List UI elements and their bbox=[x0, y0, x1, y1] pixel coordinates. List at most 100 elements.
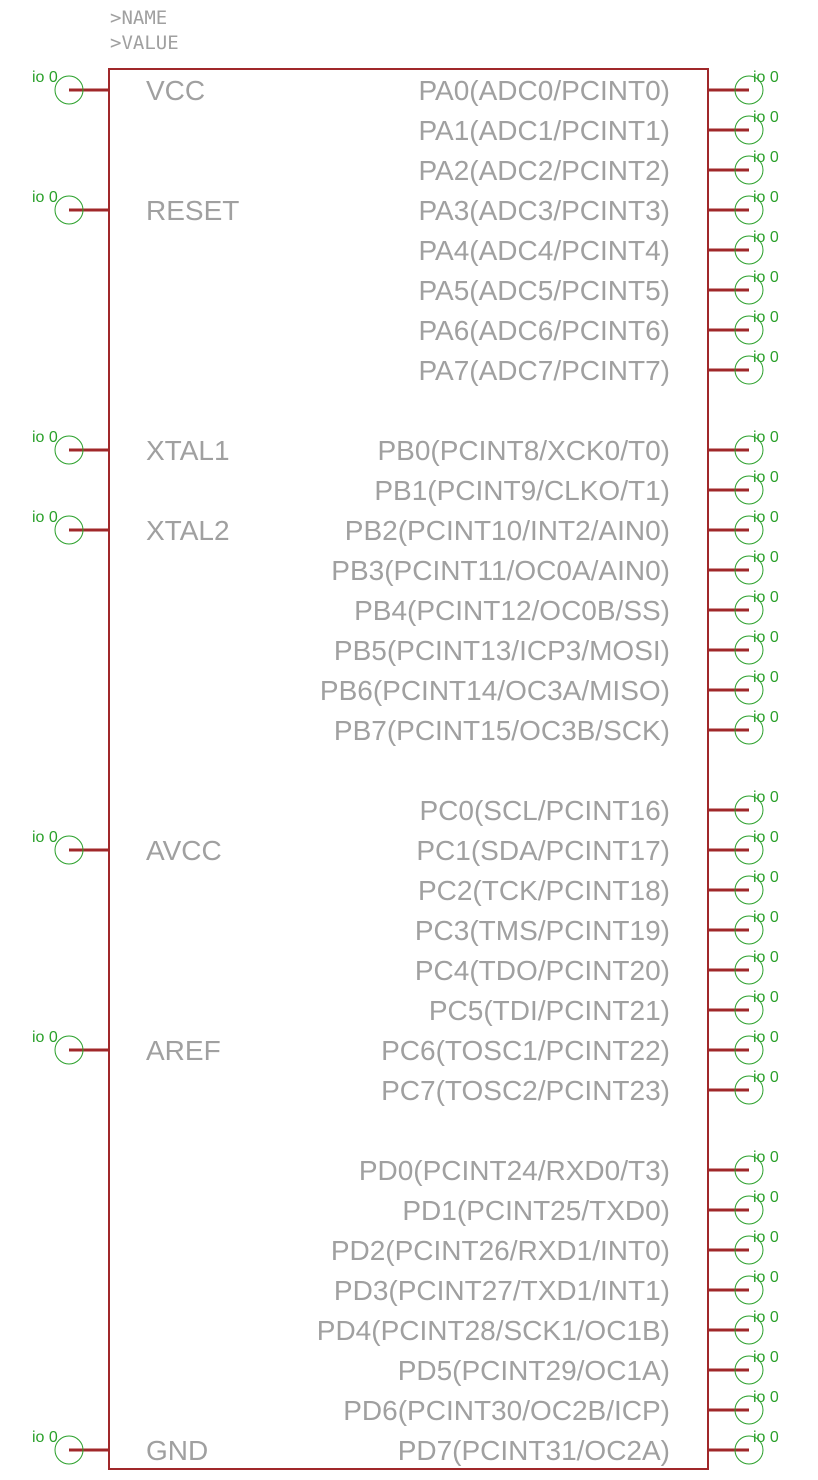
pin-io-marker: io 0 bbox=[753, 509, 779, 526]
pin-io-marker: io 0 bbox=[753, 229, 779, 246]
right-pin: io 0 PD6(PCINT30/OC2B/ICP) bbox=[343, 1389, 779, 1426]
connection-point-circle[interactable] bbox=[734, 355, 764, 385]
right-pin: io 0 PB6(PCINT14/OC3A/MISO) bbox=[320, 669, 779, 706]
pin-io-marker: io 0 bbox=[753, 629, 779, 646]
pin-io-marker: io 0 bbox=[753, 1029, 779, 1046]
pin-io-marker: io 0 bbox=[753, 1349, 779, 1366]
right-pin: io 0 PC5(TDI/PCINT21) bbox=[429, 989, 779, 1026]
pin-label: RESET bbox=[146, 195, 239, 226]
connection-point-circle[interactable] bbox=[734, 595, 764, 625]
pin-label: AVCC bbox=[146, 835, 222, 866]
pin-label: XTAL1 bbox=[146, 435, 230, 466]
pin-label: PB5(PCINT13/ICP3/MOSI) bbox=[334, 635, 670, 666]
pin-io-marker: io 0 bbox=[32, 189, 58, 206]
connection-point-circle[interactable] bbox=[54, 1435, 84, 1465]
right-pin: io 0 PC2(TCK/PCINT18) bbox=[418, 869, 779, 906]
connection-point-circle[interactable] bbox=[734, 1275, 764, 1305]
connection-point-circle[interactable] bbox=[734, 1235, 764, 1265]
connection-point-circle[interactable] bbox=[734, 1355, 764, 1385]
connection-point-circle[interactable] bbox=[734, 115, 764, 145]
connection-point-circle[interactable] bbox=[734, 1155, 764, 1185]
pin-label: XTAL2 bbox=[146, 515, 230, 546]
left-pin: io 0 XTAL2 bbox=[32, 509, 230, 546]
pin-label: VCC bbox=[146, 75, 205, 106]
connection-point-circle[interactable] bbox=[734, 1395, 764, 1425]
pin-label: GND bbox=[146, 1435, 208, 1466]
connection-point-circle[interactable] bbox=[734, 435, 764, 465]
pin-io-marker: io 0 bbox=[753, 789, 779, 806]
right-pin: io 0 PB4(PCINT12/OC0B/SS) bbox=[354, 589, 779, 626]
pin-label: PD0(PCINT24/RXD0/T3) bbox=[359, 1155, 670, 1186]
pin-label: PC5(TDI/PCINT21) bbox=[429, 995, 670, 1026]
pin-io-marker: io 0 bbox=[753, 1309, 779, 1326]
connection-point-circle[interactable] bbox=[734, 915, 764, 945]
connection-point-circle[interactable] bbox=[734, 475, 764, 505]
connection-point-circle[interactable] bbox=[54, 1035, 84, 1065]
connection-point-circle[interactable] bbox=[734, 1075, 764, 1105]
connection-point-circle[interactable] bbox=[54, 75, 84, 105]
left-pin: io 0 VCC bbox=[32, 69, 205, 106]
connection-point-circle[interactable] bbox=[734, 515, 764, 545]
right-pin: io 0 PC0(SCL/PCINT16) bbox=[419, 789, 778, 826]
connection-point-circle[interactable] bbox=[734, 195, 764, 225]
pin-label: PC2(TCK/PCINT18) bbox=[418, 875, 670, 906]
right-pin: io 0 PB1(PCINT9/CLKO/T1) bbox=[374, 469, 779, 506]
connection-point-circle[interactable] bbox=[734, 1315, 764, 1345]
pin-label: PC1(SDA/PCINT17) bbox=[416, 835, 670, 866]
pin-io-marker: io 0 bbox=[32, 509, 58, 526]
pin-label: PA0(ADC0/PCINT0) bbox=[418, 75, 670, 106]
right-pin: io 0 PB5(PCINT13/ICP3/MOSI) bbox=[334, 629, 779, 666]
pin-io-marker: io 0 bbox=[753, 309, 779, 326]
connection-point-circle[interactable] bbox=[734, 155, 764, 185]
pin-label: PB2(PCINT10/INT2/AIN0) bbox=[345, 515, 670, 546]
pin-io-marker: io 0 bbox=[753, 869, 779, 886]
connection-point-circle[interactable] bbox=[734, 875, 764, 905]
pin-label: PB7(PCINT15/OC3B/SCK) bbox=[334, 715, 670, 746]
right-pin: io 0 PD7(PCINT31/OC2A) bbox=[398, 1429, 779, 1466]
connection-point-circle[interactable] bbox=[54, 515, 84, 545]
connection-point-circle[interactable] bbox=[54, 195, 84, 225]
connection-point-circle[interactable] bbox=[734, 1035, 764, 1065]
pin-io-marker: io 0 bbox=[753, 1269, 779, 1286]
pin-io-marker: io 0 bbox=[753, 189, 779, 206]
connection-point-circle[interactable] bbox=[734, 315, 764, 345]
ic-body-outline bbox=[108, 68, 709, 1470]
connection-point-circle[interactable] bbox=[54, 835, 84, 865]
pin-io-marker: io 0 bbox=[32, 1429, 58, 1446]
left-pin-group: io 0 VCC io 0 RESET io 0 XTAL1 io 0 XTAL2 io 0 AV… bbox=[32, 69, 239, 1466]
right-pin: io 0 PA5(ADC5/PCINT5) bbox=[418, 269, 778, 306]
connection-point-circle[interactable] bbox=[734, 235, 764, 265]
connection-point-circle[interactable] bbox=[734, 795, 764, 825]
connection-point-circle[interactable] bbox=[734, 635, 764, 665]
pin-label: PA6(ADC6/PCINT6) bbox=[418, 315, 670, 346]
connection-point-circle[interactable] bbox=[734, 955, 764, 985]
pin-label: PD6(PCINT30/OC2B/ICP) bbox=[343, 1395, 670, 1426]
right-pin: io 0 PA2(ADC2/PCINT2) bbox=[418, 149, 778, 186]
connection-point-circle[interactable] bbox=[734, 75, 764, 105]
connection-point-circle[interactable] bbox=[734, 555, 764, 585]
connection-point-circle[interactable] bbox=[734, 995, 764, 1025]
connection-point-circle[interactable] bbox=[54, 435, 84, 465]
right-pin: io 0 PD5(PCINT29/OC1A) bbox=[398, 1349, 779, 1386]
connection-point-circle[interactable] bbox=[734, 1435, 764, 1465]
right-pin: io 0 PD0(PCINT24/RXD0/T3) bbox=[359, 1149, 779, 1186]
pin-io-marker: io 0 bbox=[753, 109, 779, 126]
right-pin: io 0 PD2(PCINT26/RXD1/INT0) bbox=[331, 1229, 779, 1266]
pin-io-marker: io 0 bbox=[753, 349, 779, 366]
left-pin: io 0 XTAL1 bbox=[32, 429, 230, 466]
pin-label: PC4(TDO/PCINT20) bbox=[415, 955, 670, 986]
connection-point-circle[interactable] bbox=[734, 715, 764, 745]
pin-label: PB4(PCINT12/OC0B/SS) bbox=[354, 595, 670, 626]
connection-point-circle[interactable] bbox=[734, 835, 764, 865]
connection-point-circle[interactable] bbox=[734, 675, 764, 705]
left-pin: io 0 RESET bbox=[32, 189, 239, 226]
right-pin: io 0 PD3(PCINT27/TXD1/INT1) bbox=[334, 1269, 779, 1306]
right-pin: io 0 PB2(PCINT10/INT2/AIN0) bbox=[345, 509, 779, 546]
right-pin-group: io 0 PA0(ADC0/PCINT0) io 0 PA1(ADC1/PCINT1)… bbox=[317, 69, 779, 1466]
connection-point-circle[interactable] bbox=[734, 275, 764, 305]
pin-io-marker: io 0 bbox=[753, 669, 779, 686]
right-pin: io 0 PD4(PCINT28/SCK1/OC1B) bbox=[317, 1309, 779, 1346]
connection-point-circle[interactable] bbox=[734, 1195, 764, 1225]
pin-label: PD2(PCINT26/RXD1/INT0) bbox=[331, 1235, 670, 1266]
